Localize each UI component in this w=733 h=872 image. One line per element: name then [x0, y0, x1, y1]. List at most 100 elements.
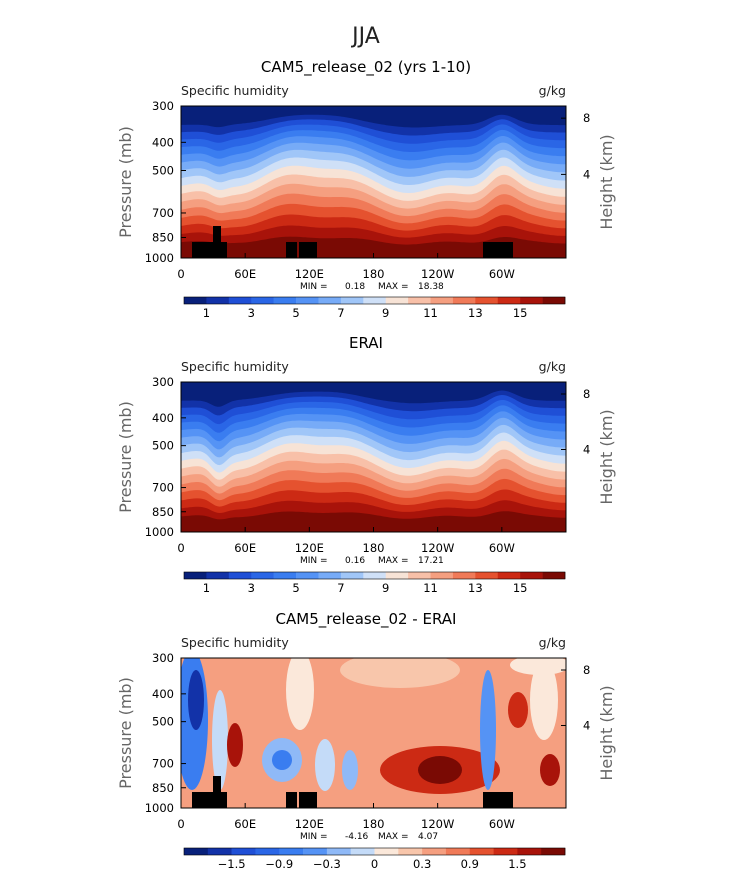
- colorbar-label: 15: [513, 306, 528, 320]
- colorbar: −1.5 −0.9 −0.3 0 0.3 0.9 1.5: [183, 847, 566, 871]
- colorbar-label: −0.9: [265, 857, 293, 871]
- colorbar-swatch: [273, 572, 297, 579]
- colorbar-swatch: [398, 848, 423, 855]
- colorbar-swatch: [184, 297, 207, 304]
- contour-field: [181, 658, 566, 808]
- colorbar-swatch: [452, 572, 476, 579]
- x-tick-label: 120W: [421, 541, 454, 555]
- y2-tick-label: 8: [583, 663, 590, 677]
- colorbar-swatch: [542, 572, 566, 579]
- field-label: Specific humidity: [181, 359, 289, 374]
- colorbar-label: −1.5: [218, 857, 246, 871]
- colorbar-swatch: [184, 572, 207, 579]
- colorbar-frame: [183, 847, 566, 856]
- max-value: 18.38: [418, 282, 444, 292]
- y-tick-label: 700: [152, 481, 174, 495]
- colorbar-swatch: [296, 572, 319, 579]
- colorbar-swatch: [296, 297, 319, 304]
- colorbar-swatch: [469, 848, 494, 855]
- topography-block: [213, 776, 221, 808]
- min-value: 0.16: [345, 556, 365, 566]
- colorbar-swatch: [541, 848, 566, 855]
- y-tick-label: 300: [152, 651, 174, 665]
- units-label: g/kg: [539, 359, 566, 374]
- x-tick-label: 60W: [489, 817, 515, 831]
- y-tick-label: 1000: [145, 801, 174, 815]
- colorbar-swatch: [303, 848, 328, 855]
- min-value: 0.18: [345, 282, 365, 292]
- colorbar-swatch: [206, 297, 230, 304]
- y-axis-title: Pressure (mb): [116, 401, 135, 513]
- contour-band: [181, 511, 566, 532]
- y2-axis-title: Height (km): [597, 685, 616, 780]
- contour-band: [510, 658, 566, 675]
- x-tick-label: 0: [177, 267, 184, 281]
- topography-block: [299, 242, 317, 258]
- x-tick-label: 120E: [295, 541, 324, 555]
- colorbar-swatch: [318, 297, 342, 304]
- x-tick-label: 0: [177, 817, 184, 831]
- colorbar-swatch: [385, 297, 409, 304]
- colorbar-swatch: [430, 572, 454, 579]
- colorbar-label: 13: [468, 581, 483, 595]
- topography: [192, 226, 513, 258]
- topography-block: [286, 242, 297, 258]
- colorbar-label: 9: [382, 581, 389, 595]
- topography-block: [192, 242, 227, 258]
- colorbar-swatch: [385, 572, 409, 579]
- x-tick-label: 60E: [234, 817, 256, 831]
- panel-3: CAM5_release_02 - ERAI Specific humidity g…: [116, 610, 616, 871]
- contour-band: [508, 692, 528, 728]
- x-tick-label: 180: [363, 267, 385, 281]
- colorbar-label: 9: [382, 306, 389, 320]
- colorbar-swatch: [318, 572, 342, 579]
- colorbar: 1 3 5 7 9 11 13 15: [183, 571, 566, 595]
- contour-band: [315, 739, 335, 791]
- colorbar-swatch: [228, 297, 252, 304]
- x-tick-label: 60E: [234, 541, 256, 555]
- colorbar-swatch: [206, 572, 230, 579]
- colorbar-label: 11: [423, 306, 438, 320]
- x-tick-label: 60W: [489, 267, 515, 281]
- y2-tick-label: 8: [583, 111, 590, 125]
- y2-axis-title: Height (km): [597, 409, 616, 504]
- y-tick-label: 500: [152, 439, 174, 453]
- units-label: g/kg: [539, 83, 566, 98]
- panel-title: CAM5_release_02 - ERAI: [276, 610, 457, 629]
- colorbar-swatch: [231, 848, 256, 855]
- colorbar-label: 13: [468, 306, 483, 320]
- x-tick-label: 60E: [234, 267, 256, 281]
- colorbar-label: 5: [292, 581, 299, 595]
- y-tick-label: 1000: [145, 251, 174, 265]
- contour-field: [181, 106, 566, 258]
- max-label: MAX =: [378, 832, 409, 842]
- colorbar-swatch: [340, 297, 364, 304]
- contour-band: [342, 750, 358, 790]
- colorbar-swatch: [251, 297, 274, 304]
- y-tick-label: 850: [152, 230, 174, 244]
- topography-block: [286, 792, 297, 808]
- topography-block: [299, 792, 317, 808]
- min-label: MIN =: [300, 556, 328, 566]
- colorbar-frame: [183, 571, 566, 580]
- colorbar-label: 0.9: [461, 857, 479, 871]
- x-tick-label: 60W: [489, 541, 515, 555]
- colorbar-label: 11: [423, 581, 438, 595]
- y-tick-label: 850: [152, 505, 174, 519]
- y-tick-label: 300: [152, 99, 174, 113]
- y2-tick-label: 4: [583, 443, 590, 457]
- x-tick-label: 120E: [295, 267, 324, 281]
- topography: [192, 776, 513, 808]
- colorbar-swatch: [493, 848, 518, 855]
- y-tick-label: 500: [152, 163, 174, 177]
- contour-band: [450, 682, 490, 718]
- y-tick-label: 700: [152, 757, 174, 771]
- y-tick-label: 850: [152, 781, 174, 795]
- y-tick-label: 400: [152, 411, 174, 425]
- y-tick-label: 400: [152, 135, 174, 149]
- colorbar-swatch: [255, 848, 280, 855]
- max-label: MAX =: [378, 282, 409, 292]
- figure-title: JJA: [350, 24, 380, 49]
- contour-band: [212, 690, 228, 790]
